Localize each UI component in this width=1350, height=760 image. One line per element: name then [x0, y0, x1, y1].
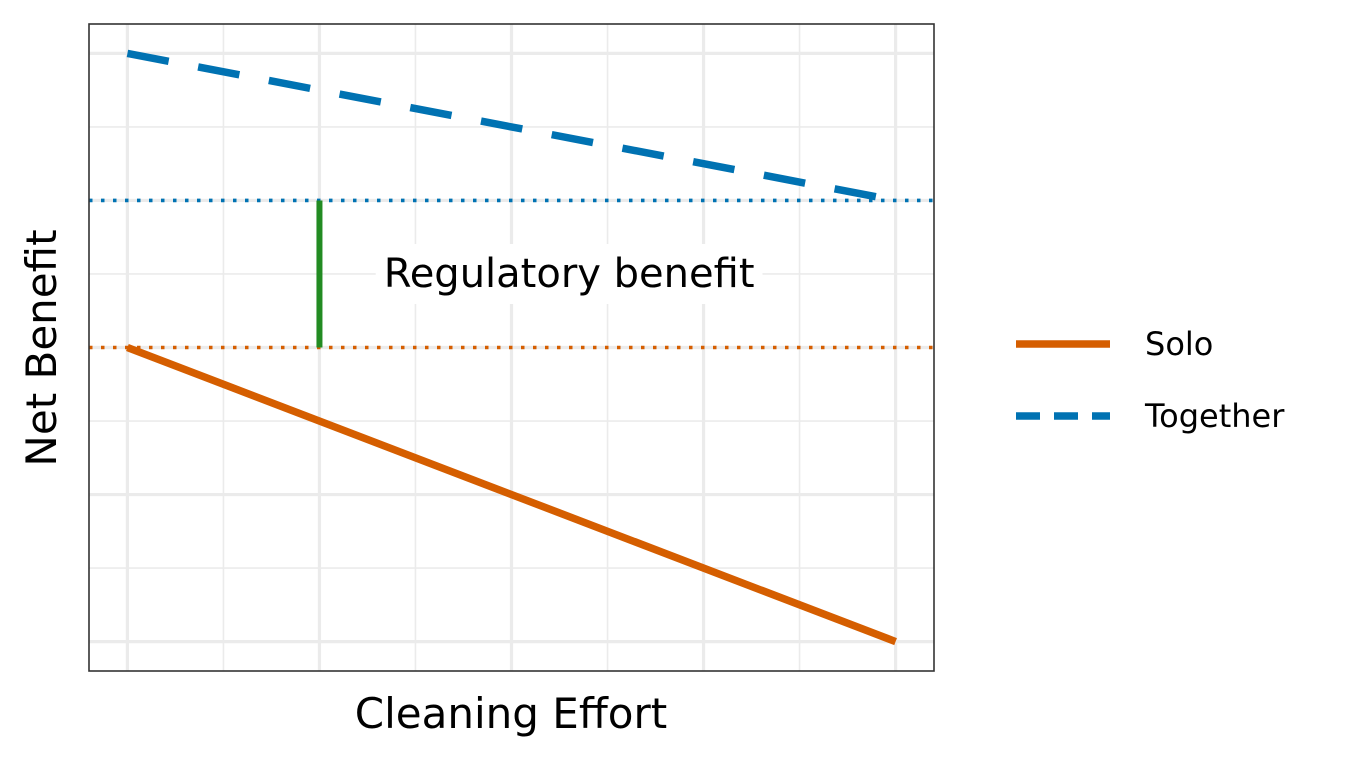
- x-axis-label: Cleaning Effort: [355, 689, 667, 738]
- annotation-background: [375, 243, 763, 304]
- y-axis-label: Net Benefit: [17, 229, 66, 466]
- legend: Solo Together: [1016, 325, 1285, 435]
- series-line-solo: [126, 343, 897, 646]
- legend-label-solo: Solo: [1145, 325, 1213, 363]
- annotation-regulatory-benefit: Regulatory benefit: [384, 251, 755, 297]
- legend-label-together: Together: [1144, 397, 1285, 435]
- reference-lines: [89, 198, 934, 350]
- annotations: Regulatory benefit: [375, 243, 763, 304]
- series-lines: [126, 49, 897, 646]
- series-line-together: [126, 49, 897, 205]
- plot-border: [88, 23, 935, 672]
